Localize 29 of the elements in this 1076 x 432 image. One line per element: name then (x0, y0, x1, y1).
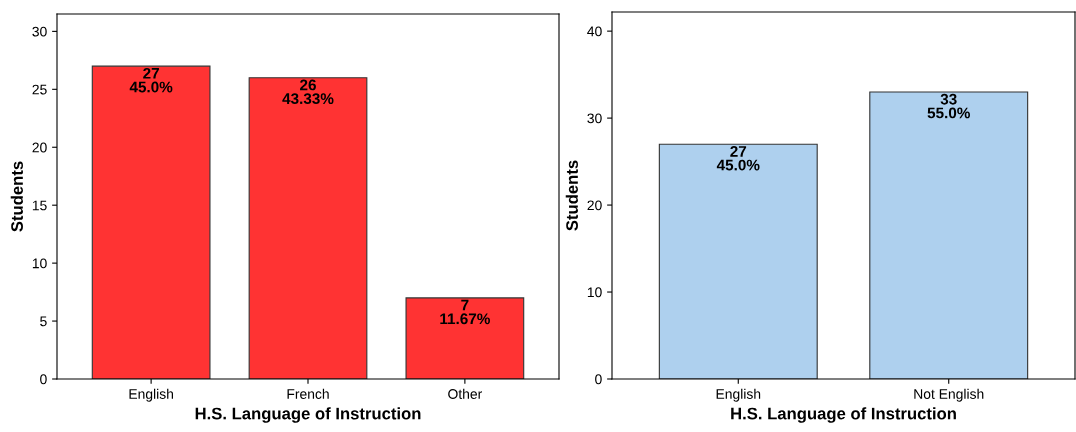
x-tick-label: Not English (914, 388, 984, 402)
x-tick-label: French (287, 388, 329, 399)
x-tick-label: English (716, 388, 761, 402)
y-tick-label: 10 (587, 287, 602, 298)
y-axis-title: Students (565, 160, 578, 231)
y-tick-label: 0 (595, 374, 602, 385)
y-tick-label: 10 (32, 258, 47, 269)
data-label: 27 45.0% (716, 145, 760, 171)
y-tick-label: 5 (40, 316, 47, 327)
y-tick-label: 30 (32, 26, 47, 37)
y-tick-label: 15 (32, 200, 47, 211)
bar (248, 77, 368, 379)
x-axis-title: H.S. Language of Instruction (195, 407, 421, 423)
data-label: 7 11.67% (440, 299, 490, 325)
y-axis-title: Students (10, 161, 23, 232)
y-tick-label: 40 (587, 26, 602, 37)
y-tick-label: 25 (32, 84, 47, 95)
y-tick-label: 20 (32, 142, 47, 153)
y-tick-label: 20 (587, 200, 602, 211)
bar (91, 65, 211, 379)
y-tick-label: 30 (587, 113, 602, 124)
y-tick-label: 0 (40, 374, 47, 385)
bar (405, 297, 525, 379)
data-label: 26 43.33% (282, 79, 334, 105)
x-tick-label: English (129, 388, 173, 402)
data-label: 33 55.0% (927, 93, 970, 119)
x-axis-title: H.S. Language of Instruction (731, 407, 956, 423)
data-label: 27 45.0% (129, 67, 173, 93)
x-tick-label: Other (448, 388, 483, 399)
